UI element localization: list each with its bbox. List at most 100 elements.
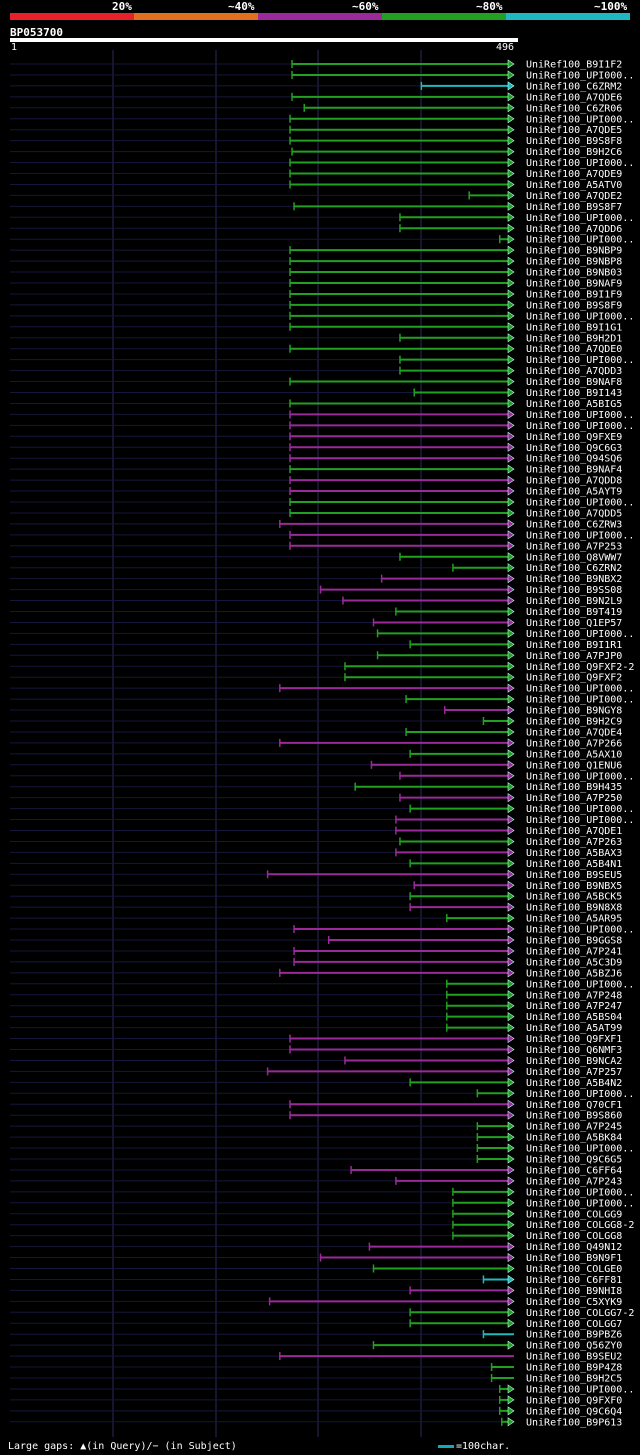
hit-label: UniRef100_UPI000.. [526,771,634,782]
hit-label: UniRef100_A7QDE5 [526,125,622,136]
hit-arrow [507,519,515,529]
hit-label: UniRef100_Q9FXF2 [526,673,622,684]
hit-label: UniRef100_UPI000.. [526,925,634,936]
alignment-row: UniRef100_C6ZRW3 [10,519,622,530]
hit-label: UniRef100_B9P613 [526,1417,622,1428]
hit-arrow [507,661,515,671]
hit-label: UniRef100_Q9C6G3 [526,443,622,454]
hit-arrow [507,114,515,124]
hit-label: UniRef100_B9SEU2 [526,1352,622,1363]
hit-arrow [507,760,515,770]
hit-arrow [507,957,515,967]
alignment-row: UniRef100_A5BK84 [10,1132,622,1144]
legend-swatch [506,13,630,20]
hit-label: UniRef100_A5AYT9 [526,487,622,498]
alignment-row: UniRef100_C6ZRN2 [10,563,622,574]
hit-arrow [507,628,515,638]
hit-label: UniRef100_Q9FXF0 [526,1395,622,1406]
alignment-row: UniRef100_B9I1G1 [10,322,622,333]
hit-arrow [507,1285,515,1295]
hit-arrow [507,103,515,113]
hit-arrow [507,300,515,310]
hit-label: UniRef100_A7P248 [526,990,622,1001]
alignment-row: UniRef100_B9NAF4 [10,464,622,476]
identity-legend: 20% ~40% ~60% ~80% ~100% [0,0,640,24]
alignment-row: UniRef100_UPI000.. [10,1088,634,1100]
alignment-row: UniRef100_B9NGY8 [10,705,622,717]
hit-label: UniRef100_A7P245 [526,1122,622,1133]
hit-arrow [507,1154,515,1164]
hit-arrow [507,81,515,91]
hit-arrow [507,278,515,288]
legend-label: ~100% [594,0,628,13]
hit-arrow [507,1274,515,1285]
hit-label: UniRef100_UPI000.. [526,1187,634,1198]
hit-label: UniRef100_A5BZJ6 [526,968,622,979]
hit-label: UniRef100_A5BIG5 [526,399,622,410]
hit-arrow [507,825,515,836]
hit-label: UniRef100_Q1ENU6 [526,760,622,771]
hit-label: UniRef100_UPI000.. [526,979,634,990]
hit-arrow [507,990,515,1000]
alignment-row: UniRef100_UPI000.. [10,212,634,224]
hit-arrow [507,1077,515,1087]
alignment-row: UniRef100_Q70CF1 [10,1099,622,1111]
hit-arrow [507,59,515,69]
hit-label: UniRef100_A7QDD6 [526,224,622,235]
hit-label: UniRef100_UPI000.. [526,498,634,509]
hit-arrow [507,650,515,660]
hit-arrow [507,771,515,781]
hit-arrow [507,1187,515,1197]
hit-arrow [507,179,515,190]
alignment-row: UniRef100_COLGG8-2 [10,1220,634,1231]
hit-label: UniRef100_A7QDE4 [526,727,622,738]
alignment-row: UniRef100_C5XYK9 [10,1296,622,1308]
hit-label: UniRef100_B9NB03 [526,268,622,279]
hit-label: UniRef100_C6FF64 [526,1165,622,1176]
hit-arrow [507,1242,515,1252]
hit-label: UniRef100_A7QDE9 [526,169,622,180]
scale-bar-icon [438,1444,454,1448]
hit-label: UniRef100_A7QDE2 [526,191,622,202]
hit-label: UniRef100_A5AT99 [526,1023,622,1034]
alignment-row: UniRef100_B9N2L9 [10,595,622,607]
alignment-row: UniRef100_COLGG7-2 [10,1307,634,1319]
hit-label: UniRef100_Q49N12 [526,1242,622,1253]
hit-arrow [507,1296,515,1306]
hit-arrow [507,168,515,179]
alignment-row: UniRef100_A7P263 [10,836,622,848]
hit-label: UniRef100_A7QDE0 [526,344,622,355]
hit-label: UniRef100_B9N2L9 [526,596,622,607]
alignment-row: UniRef100_B9SS08 [10,585,622,596]
hit-arrow [507,563,515,573]
alignment-row: UniRef100_B9PBZ6 [10,1330,622,1341]
alignment-row: UniRef100_UPI000.. [10,497,634,509]
alignment-row: UniRef100_UPI000.. [10,311,634,322]
hit-arrow [507,1044,515,1055]
alignment-row: UniRef100_B9I1F2 [10,59,622,71]
hit-label: UniRef100_B9NGY8 [526,706,622,717]
hit-arrow [507,672,515,682]
alignment-row: UniRef100_B9NB03 [10,267,622,279]
hit-arrow [507,147,515,157]
hit-arrow [507,1395,515,1405]
alignment-row: UniRef100_B9H2C5 [10,1374,622,1385]
hit-label: UniRef100_COLGG7 [526,1319,622,1330]
hit-label: UniRef100_UPI000.. [526,1144,634,1155]
hit-label: UniRef100_UPI000.. [526,410,634,421]
alignment-row: UniRef100_B9I143 [10,387,622,399]
alignment-row: UniRef100_UPI000.. [10,694,634,706]
alignment-row: UniRef100_Q9C6G3 [10,442,622,454]
alignment-row: UniRef100_COLGE0 [10,1263,622,1275]
hit-label: UniRef100_UPI000.. [526,114,634,125]
hit-label: UniRef100_UPI000.. [526,1198,634,1209]
hit-arrow [507,935,515,945]
hit-arrow [507,979,515,989]
legend-label: ~60% [352,0,379,13]
hit-arrow [507,1340,515,1350]
alignment-row: UniRef100_UPI000.. [10,814,634,826]
alignment-row: UniRef100_UPI000.. [10,157,634,169]
hit-arrow [507,453,515,463]
alignment-row: UniRef100_A5AT99 [10,1023,622,1034]
hit-label: UniRef100_UPI000.. [526,530,634,541]
